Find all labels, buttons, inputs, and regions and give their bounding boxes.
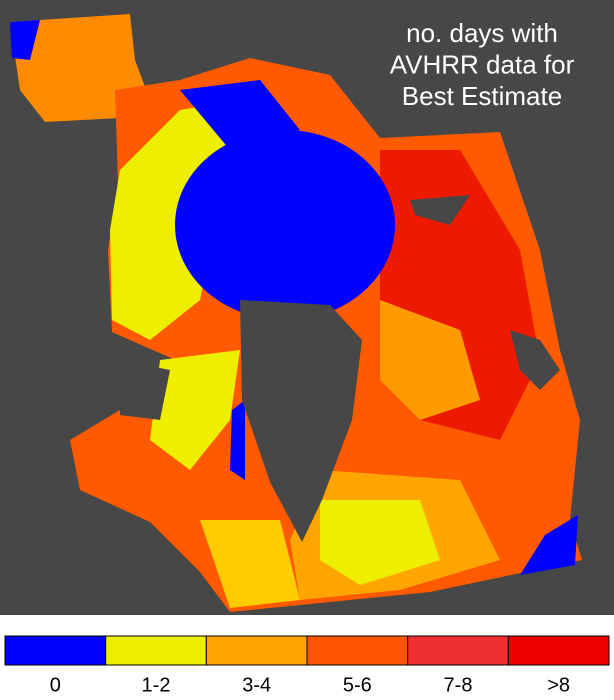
land-gap	[410, 195, 470, 225]
greenland	[240, 300, 362, 542]
ocean-region	[175, 130, 395, 320]
legend-swatch	[4, 635, 107, 666]
legend-swatch	[507, 635, 610, 666]
land-region	[320, 500, 440, 585]
legend-swatch	[407, 635, 509, 666]
ocean-region	[520, 515, 578, 575]
land-region	[10, 14, 150, 122]
land-gap	[120, 360, 170, 420]
title-line: no. days with	[406, 18, 558, 48]
land-region	[380, 300, 480, 420]
legend: 0 1-2 3-4 5-6 7-8 >8	[4, 635, 610, 696]
ocean-region	[230, 400, 245, 480]
legend-label: >8	[547, 674, 570, 695]
legend-swatch	[306, 635, 409, 666]
map	[10, 14, 582, 612]
title-line: AVHRR data for	[390, 49, 575, 79]
land-region	[200, 520, 300, 608]
legend-swatch	[105, 635, 207, 666]
land-gap	[510, 330, 560, 390]
legend-label: 1-2	[142, 674, 171, 695]
land-region	[10, 20, 40, 60]
legend-swatch	[205, 635, 308, 666]
legend-label: 5-6	[343, 674, 372, 695]
legend-label: 7-8	[444, 674, 473, 695]
legend-label: 3-4	[242, 674, 271, 695]
land-region	[150, 350, 240, 470]
ocean-region	[180, 80, 300, 150]
title-line: Best Estimate	[402, 81, 562, 111]
legend-label: 0	[50, 674, 61, 695]
